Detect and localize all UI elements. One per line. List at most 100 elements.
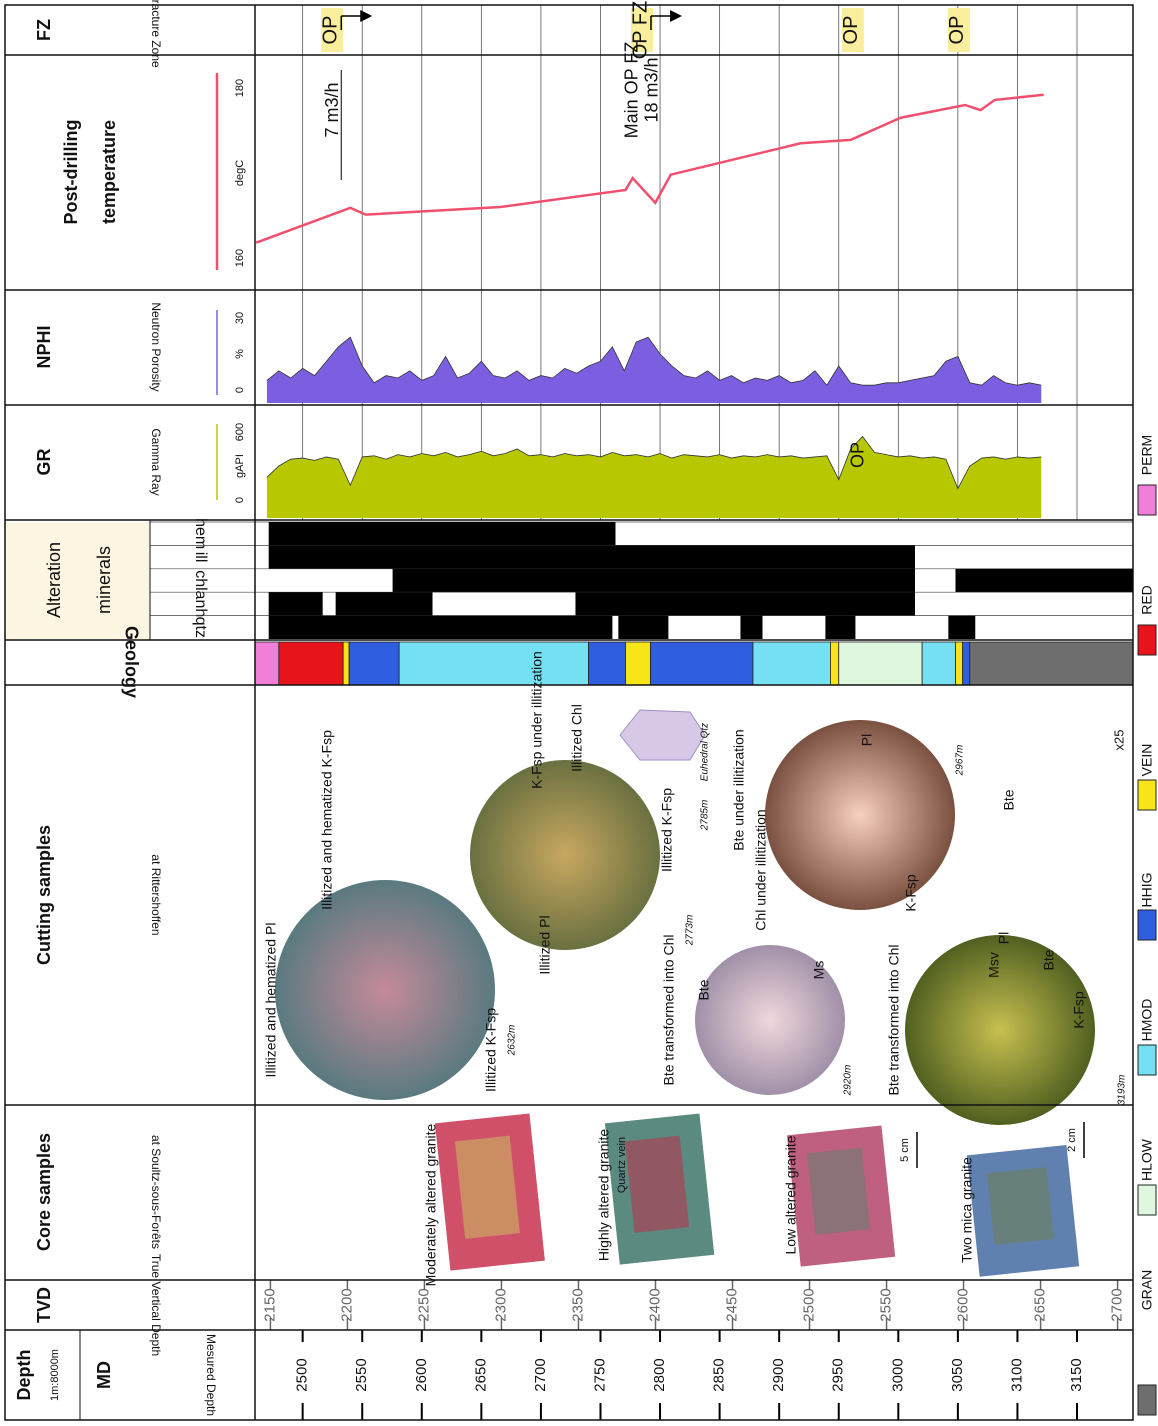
core-label: Low altered granite [783, 1135, 799, 1254]
header-text: Mesured Depth [204, 1334, 218, 1416]
header-text: Depth [14, 1350, 34, 1401]
cutting-label: Bte transformed into Chl [661, 935, 677, 1086]
tvd-tick-label: 2550 [878, 1288, 895, 1321]
y-tick-label: 0 [234, 387, 246, 393]
geology-interval [650, 641, 754, 686]
md-tick-label: 2900 [770, 1358, 787, 1391]
cutting-label: Bte under illitization [731, 729, 747, 850]
y-tick-label: 180 [234, 79, 246, 97]
gr-annotation: OP [848, 442, 868, 468]
tvd-tick-label: 2600 [955, 1288, 972, 1321]
header-text: TVD [34, 1287, 54, 1323]
legend-swatch [1137, 909, 1157, 941]
gr-area [266, 436, 1042, 518]
core-label: Two mica granite [959, 1157, 975, 1263]
cutting-label: Ms [811, 961, 827, 980]
y-tick-label: 600 [234, 423, 246, 441]
cutting-label: Illitized Pl [537, 915, 553, 974]
sample-depth: 2773m [685, 915, 696, 947]
md-tick-label: 2950 [830, 1358, 847, 1391]
flow-label: 18 m3/h [642, 57, 662, 122]
fz-highlight [321, 8, 344, 52]
fz-label: OP [840, 16, 862, 45]
cutting-label: K-Fsp [903, 874, 919, 912]
legend-swatch [1137, 1184, 1157, 1216]
mineral-interval [268, 522, 616, 546]
cutting-photo [470, 760, 660, 950]
tvd-tick-label: 2700 [1109, 1288, 1126, 1321]
md-tick-label: 2800 [651, 1358, 668, 1391]
header-text: Fracture Zone [149, 0, 163, 68]
fz-label: OP FZ [629, 1, 651, 60]
frame [4, 4, 1134, 1421]
legend-label: VEIN [1139, 744, 1155, 777]
cutting-label: Bte [1001, 789, 1017, 810]
cutting-label: Illitized K-Fsp [659, 788, 675, 872]
geology-interval [921, 641, 956, 686]
nphi-area [266, 337, 1042, 403]
geology-interval [254, 641, 280, 686]
mineral-label: qtz [192, 617, 209, 638]
cutting-photo [695, 945, 845, 1095]
md-tick-label: 2650 [472, 1358, 489, 1391]
cutting-label: Pl [996, 932, 1012, 944]
cutting-label: K-Fsp under illitization [529, 651, 545, 789]
flow-note: Main OP FZ [622, 42, 642, 139]
md-tick-label: 2600 [413, 1358, 430, 1391]
tvd-tick-label: 2200 [338, 1288, 355, 1321]
fz-highlight [841, 8, 864, 52]
header-text: Neutron Porosity [149, 302, 163, 391]
cutting-label: Bte [1041, 949, 1057, 970]
md-tick-label: 2500 [294, 1358, 311, 1391]
md-tick-label: 3100 [1008, 1358, 1025, 1391]
legend-label: HMOD [1139, 999, 1155, 1042]
md-tick-label: 2550 [353, 1358, 370, 1391]
header-text: FZ [34, 19, 54, 41]
header-text: Gamma Ray [149, 428, 163, 495]
geology-interval [398, 641, 589, 686]
geology-interval [969, 641, 1134, 686]
geology-interval [348, 641, 400, 686]
unit-label: % [234, 349, 246, 359]
cutting-photo [905, 935, 1095, 1125]
legend-swatch [1137, 1384, 1157, 1416]
temp-line [255, 93, 1044, 244]
header-text: Cutting samples [34, 825, 54, 965]
header-text: Post-drilling [61, 120, 81, 225]
header-text: at Soultz-sous-Forêts [149, 1135, 163, 1249]
tvd-tick-label: 2150 [261, 1288, 278, 1321]
mineral-interval [575, 592, 915, 616]
core-photo-texture [806, 1147, 871, 1235]
nphi-line [266, 336, 1042, 386]
geology-interval [342, 641, 350, 686]
md-tick-label: 2700 [532, 1358, 549, 1391]
header-text: Core samples [34, 1133, 54, 1251]
geology-interval [625, 641, 651, 686]
fz-highlight [947, 8, 970, 52]
mineral-interval [335, 592, 433, 616]
geology-interval [830, 641, 840, 686]
sample-depth: 3193m [1117, 1075, 1128, 1106]
fz-highlight [630, 8, 653, 52]
cutting-label: Bte [696, 979, 712, 1000]
cutting-label: Illitized Chl [569, 704, 585, 772]
cutting-label: Chl under illitization [753, 809, 769, 930]
geology-interval [838, 641, 923, 686]
qtz-crystal [619, 709, 706, 761]
mineral-label: anh [192, 591, 209, 618]
header-text: temperature [99, 120, 119, 224]
mineral-interval [825, 615, 856, 639]
tvd-tick-label: 2350 [569, 1288, 586, 1321]
legend-swatch [1137, 1044, 1157, 1076]
scale-label: 2 cm [1066, 1128, 1078, 1152]
cutting-label: Illitized K-Fsp [483, 1008, 499, 1092]
header-text: MD [94, 1361, 114, 1389]
unit-label: degC [234, 160, 246, 186]
cutting-label: Bte transformed into Chl [886, 945, 902, 1096]
header-text: True Vertical Depth [149, 1254, 163, 1356]
y-tick-label: 0 [234, 497, 246, 503]
geology-interval [955, 641, 964, 686]
mineral-interval [955, 568, 1133, 593]
header-text: NPHI [34, 325, 54, 368]
